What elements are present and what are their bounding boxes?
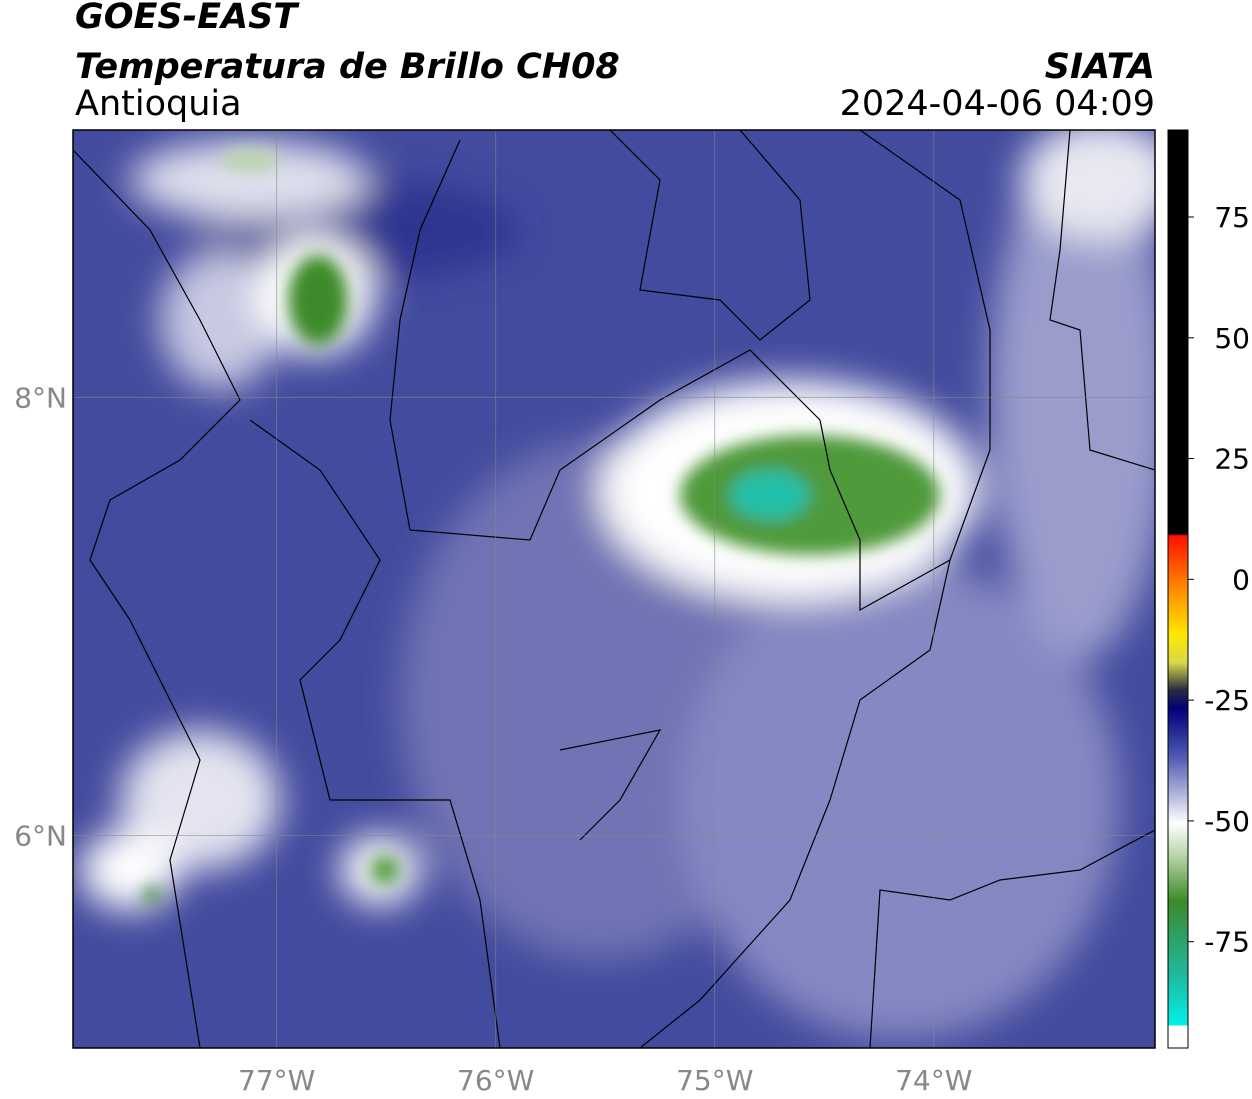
- colorbar: [1167, 129, 1189, 1049]
- colorbar-tick-label: 25: [1214, 443, 1250, 476]
- colorbar-tick-label: 75: [1214, 201, 1250, 234]
- datetime: 2024-04-06 04:09: [840, 84, 1155, 124]
- source: SIATA: [1045, 47, 1155, 87]
- colorbar-tick-label: -25: [1204, 684, 1250, 717]
- x-tick-label: 77°W: [238, 1064, 315, 1097]
- colorbar-tick-label: 50: [1214, 322, 1250, 355]
- colorbar-tick-label: -50: [1204, 805, 1250, 838]
- y-tick-label: 8°N: [14, 381, 67, 414]
- x-tick-label: 75°W: [676, 1064, 753, 1097]
- colorbar-tick-label: 0: [1232, 563, 1250, 596]
- x-tick-label: 76°W: [457, 1064, 534, 1097]
- title: GOES-EAST: [75, 0, 300, 37]
- satellite-image: [73, 130, 1155, 1048]
- subtitle: Temperatura de Brillo CH08: [75, 47, 620, 87]
- region: Antioquia: [75, 84, 242, 124]
- y-tick-label: 6°N: [14, 819, 67, 852]
- map-frame: [72, 129, 1156, 1049]
- grid: [73, 130, 1155, 1048]
- x-tick-label: 74°W: [895, 1064, 972, 1097]
- colorbar-tick-label: -75: [1204, 926, 1250, 959]
